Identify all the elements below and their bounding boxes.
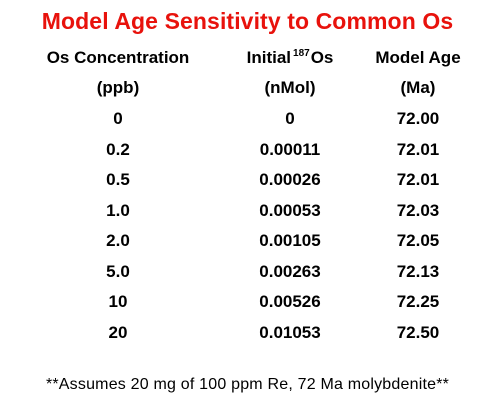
- cell-model-age: 72.01: [396, 140, 440, 159]
- header-initial-os-suffix: Os: [310, 48, 334, 67]
- header-os-concentration: Os Concentration: [46, 48, 190, 67]
- cell-os-concentration: 2.0: [106, 231, 130, 250]
- header-os-concentration-unit: (ppb): [96, 78, 140, 97]
- cell-initial-os: 0.00105: [259, 231, 321, 250]
- cell-os-concentration: 1.0: [106, 201, 130, 220]
- cell-model-age: 72.13: [396, 262, 440, 281]
- cell-model-age: 72.01: [396, 170, 440, 189]
- cell-os-concentration: 5.0: [106, 262, 130, 281]
- cell-os-concentration: 0.5: [106, 170, 130, 189]
- cell-initial-os: 0.01053: [259, 323, 321, 342]
- cell-os-concentration: 10: [108, 292, 128, 311]
- cell-model-age: 72.00: [396, 109, 440, 128]
- cell-initial-os: 0.00263: [259, 262, 321, 281]
- cell-os-concentration: 20: [108, 323, 128, 342]
- cell-initial-os: 0: [285, 109, 295, 128]
- cell-model-age: 72.50: [396, 323, 440, 342]
- cell-initial-os: 0.00026: [259, 170, 321, 189]
- header-initial-os-prefix: Initial: [246, 48, 292, 67]
- header-model-age-unit: (Ma): [400, 78, 436, 97]
- cell-model-age: 72.03: [396, 201, 440, 220]
- page-title: Model Age Sensitivity to Common Os: [41, 8, 454, 34]
- footnote: **Assumes 20 mg of 100 ppm Re, 72 Ma mol…: [45, 376, 450, 393]
- cell-initial-os: 0.00053: [259, 201, 321, 220]
- cell-os-concentration: 0: [113, 109, 123, 128]
- cell-initial-os: 0.00011: [259, 140, 321, 159]
- header-isotope-superscript: 187: [293, 48, 310, 59]
- header-model-age: Model Age: [375, 48, 461, 67]
- cell-model-age: 72.05: [396, 231, 440, 250]
- header-initial-os-unit: (nMol): [264, 78, 316, 97]
- cell-model-age: 72.25: [396, 292, 440, 311]
- cell-os-concentration: 0.2: [106, 140, 130, 159]
- header-initial-os: Initial 187Os: [190, 48, 390, 71]
- cell-initial-os: 0.00526: [259, 292, 321, 311]
